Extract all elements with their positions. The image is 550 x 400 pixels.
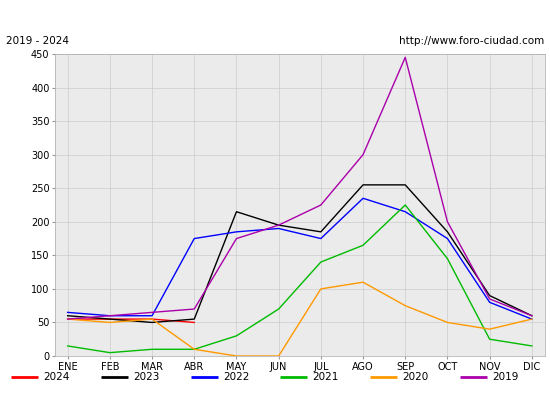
- Text: 2024: 2024: [43, 372, 70, 382]
- Text: 2022: 2022: [223, 372, 249, 382]
- Text: 2021: 2021: [313, 372, 339, 382]
- Text: Evolucion Nº Turistas Extranjeros en el municipio de Samos: Evolucion Nº Turistas Extranjeros en el …: [77, 8, 473, 22]
- Text: 2023: 2023: [133, 372, 160, 382]
- Text: 2020: 2020: [403, 372, 429, 382]
- Text: 2019: 2019: [492, 372, 519, 382]
- Text: 2019 - 2024: 2019 - 2024: [6, 36, 69, 46]
- Text: http://www.foro-ciudad.com: http://www.foro-ciudad.com: [399, 36, 544, 46]
